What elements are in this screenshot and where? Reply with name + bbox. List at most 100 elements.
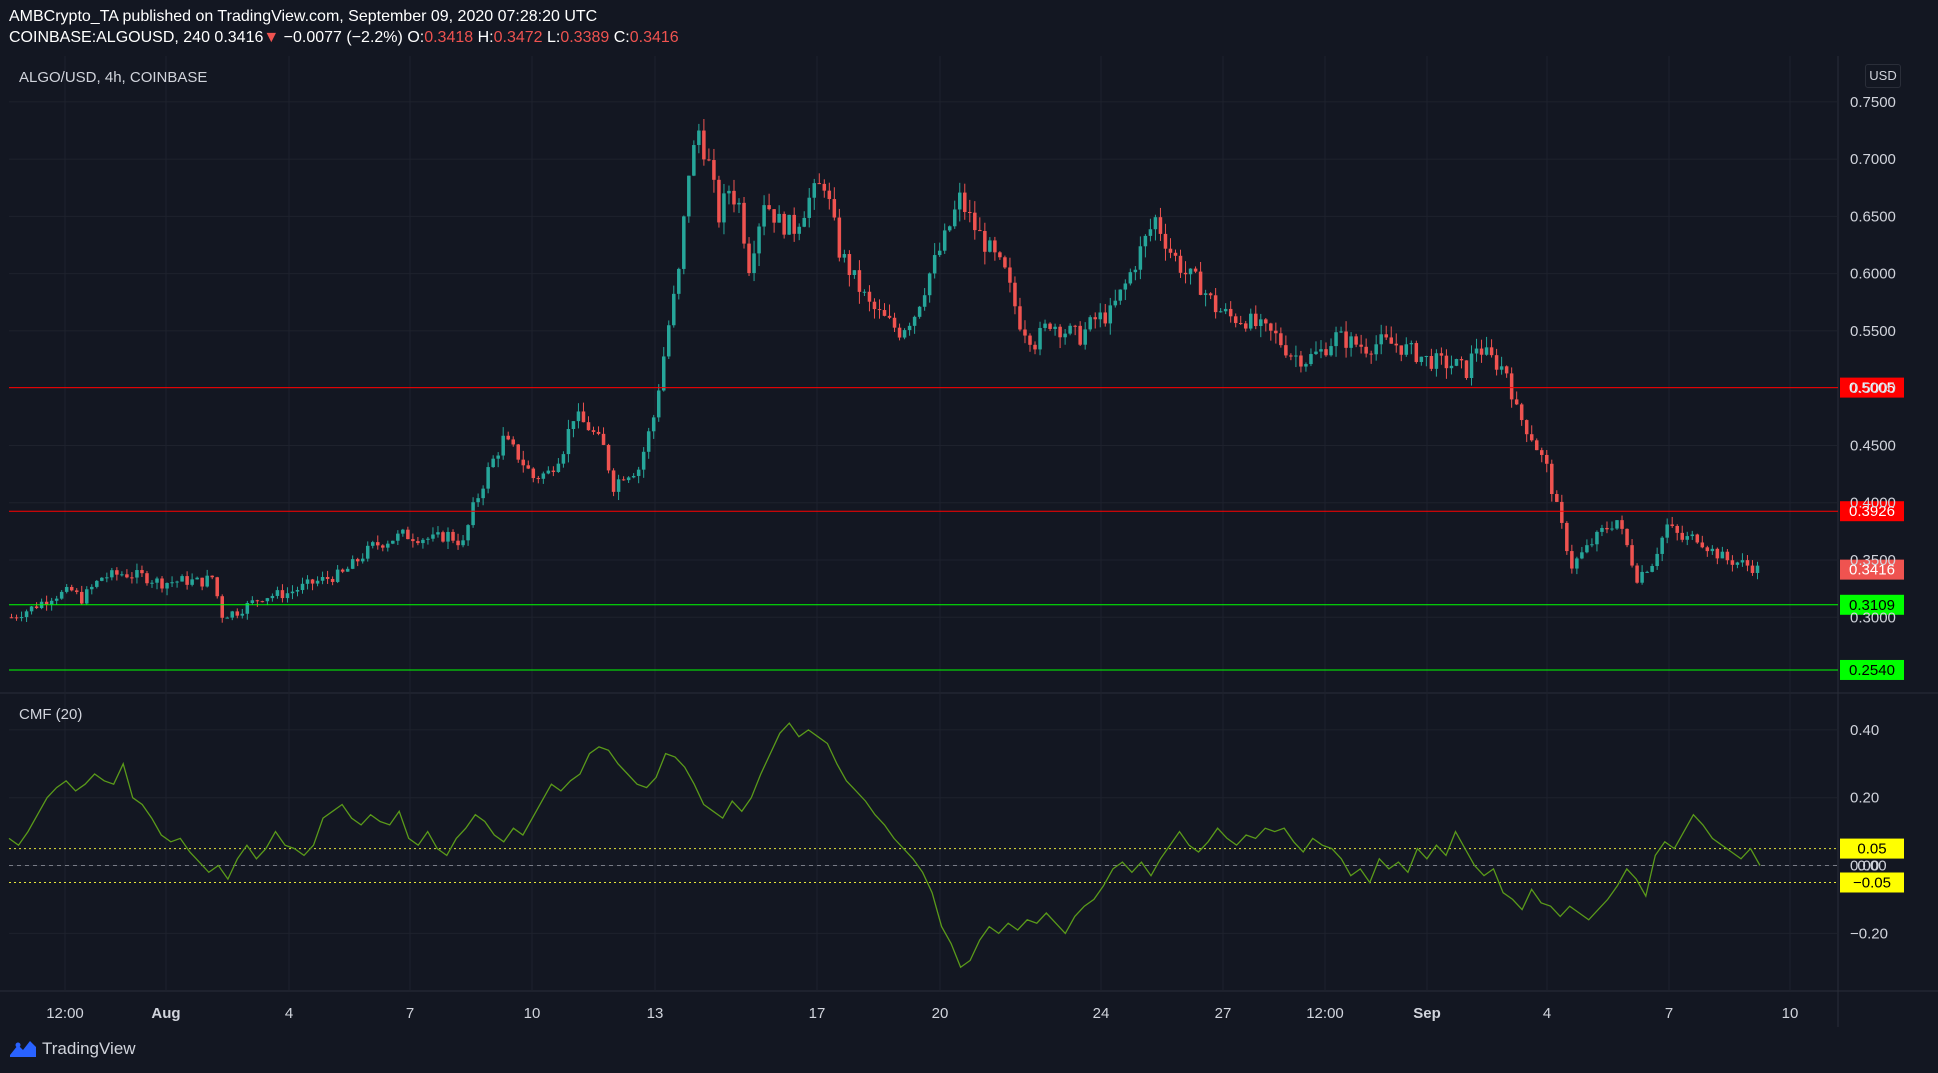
- candle-body: [722, 193, 726, 223]
- candle-body: [998, 252, 1002, 258]
- candle-body: [777, 213, 781, 223]
- time-tick-label: 12:00: [1306, 1005, 1344, 1022]
- candle-body: [320, 576, 325, 581]
- candle-body: [672, 293, 676, 326]
- candle-body: [69, 586, 74, 591]
- candle-body: [787, 214, 791, 235]
- candle-body: [160, 578, 164, 589]
- candle-body: [1038, 327, 1042, 350]
- tradingview-brand[interactable]: TradingView: [42, 1039, 136, 1058]
- candle-body: [626, 477, 631, 481]
- support-label-bg: [1840, 594, 1904, 615]
- price-tick-label: 0.6000: [1850, 266, 1896, 283]
- tradingview-logo-icon[interactable]: [8, 1037, 38, 1059]
- candle-body: [381, 545, 385, 548]
- time-tick-label: 17: [809, 1005, 826, 1022]
- high-label: H:: [477, 29, 494, 46]
- cmf-tick-label: 0.20: [1850, 790, 1879, 807]
- price-tick-label: 0.6500: [1850, 208, 1896, 225]
- symbol-label: COINBASE:ALGOUSD, 240: [9, 29, 210, 46]
- candle-body: [85, 589, 89, 604]
- candle-body: [812, 183, 817, 198]
- candle-body: [140, 570, 144, 574]
- candle-body: [702, 130, 706, 160]
- candle-body: [1028, 335, 1032, 345]
- candle-body: [1008, 267, 1012, 283]
- candle-body: [310, 579, 315, 584]
- candle-body: [1645, 571, 1649, 573]
- cmf-pane-title: CMF (20): [19, 706, 82, 723]
- candle-body: [1434, 353, 1439, 369]
- candle-body: [335, 569, 340, 582]
- publisher-name[interactable]: AMBCrypto_TA: [9, 8, 119, 25]
- candle-body: [481, 488, 485, 499]
- candle-body: [345, 568, 350, 572]
- candle-body: [295, 590, 300, 592]
- main-pane-title: ALGO/USD, 4h, COINBASE: [19, 69, 207, 86]
- candle-body: [330, 578, 335, 582]
- candle-body: [546, 470, 551, 474]
- candle-body: [1750, 565, 1755, 573]
- currency-button[interactable]: USD: [1865, 64, 1901, 88]
- candle-body: [476, 498, 480, 503]
- candle-body: [1314, 351, 1318, 355]
- candle-body: [1148, 229, 1153, 236]
- resistance-label-bg: [1840, 501, 1904, 522]
- candle-body: [1705, 547, 1710, 552]
- candle-body: [386, 543, 390, 548]
- candle-body: [29, 606, 34, 612]
- open-label: O:: [407, 29, 425, 46]
- support-label: 0.2540: [1849, 662, 1895, 679]
- candle-body: [406, 529, 410, 540]
- candle-body: [1274, 330, 1278, 334]
- candle-body: [365, 545, 370, 559]
- candle-body: [44, 601, 49, 605]
- price-tick-label: 0.7500: [1850, 94, 1896, 111]
- price-tick-label: 0.4000: [1850, 495, 1896, 512]
- candle-body: [1168, 248, 1173, 253]
- candle-body: [64, 586, 69, 592]
- candle-body: [185, 576, 189, 585]
- candle-body: [707, 159, 711, 161]
- candle-body: [74, 590, 79, 592]
- candle-body: [135, 570, 139, 578]
- cmf-line: [8, 722, 1761, 969]
- candle-body: [1474, 348, 1479, 354]
- candle-body: [621, 479, 626, 481]
- candle-body: [1329, 346, 1333, 356]
- candle-body: [963, 192, 967, 213]
- candle-body: [651, 417, 656, 432]
- candle-body: [1389, 337, 1393, 344]
- candle-body: [536, 478, 541, 480]
- candle-body: [576, 411, 581, 422]
- candle-body: [1248, 313, 1253, 329]
- candle-body: [90, 586, 94, 590]
- candle-body: [1479, 348, 1484, 355]
- time-tick-label: 4: [1543, 1005, 1551, 1022]
- candle-body: [175, 581, 179, 583]
- candle-body: [556, 463, 561, 472]
- candle-body: [877, 309, 882, 311]
- candle-body: [391, 540, 395, 544]
- candle-body: [847, 254, 852, 276]
- candle-body: [988, 240, 992, 252]
- candle-body: [1093, 317, 1097, 320]
- candle-body: [280, 590, 285, 599]
- candle-body: [1570, 551, 1574, 569]
- candle-body: [757, 226, 761, 254]
- candle-body: [1675, 525, 1679, 533]
- candle-body: [656, 390, 661, 418]
- candle-body: [1143, 235, 1148, 247]
- candle-body: [862, 291, 867, 293]
- candle-body: [993, 240, 997, 253]
- candle-body: [370, 542, 375, 546]
- candle-body: [1454, 359, 1459, 366]
- cmf-series: 0.050.00−0.05: [8, 722, 1904, 969]
- candle-body: [667, 325, 671, 357]
- candle-body: [541, 473, 546, 479]
- candle-body: [416, 541, 420, 544]
- candle-body: [275, 590, 280, 596]
- candle-body: [1183, 272, 1188, 275]
- candle-body: [1289, 355, 1293, 357]
